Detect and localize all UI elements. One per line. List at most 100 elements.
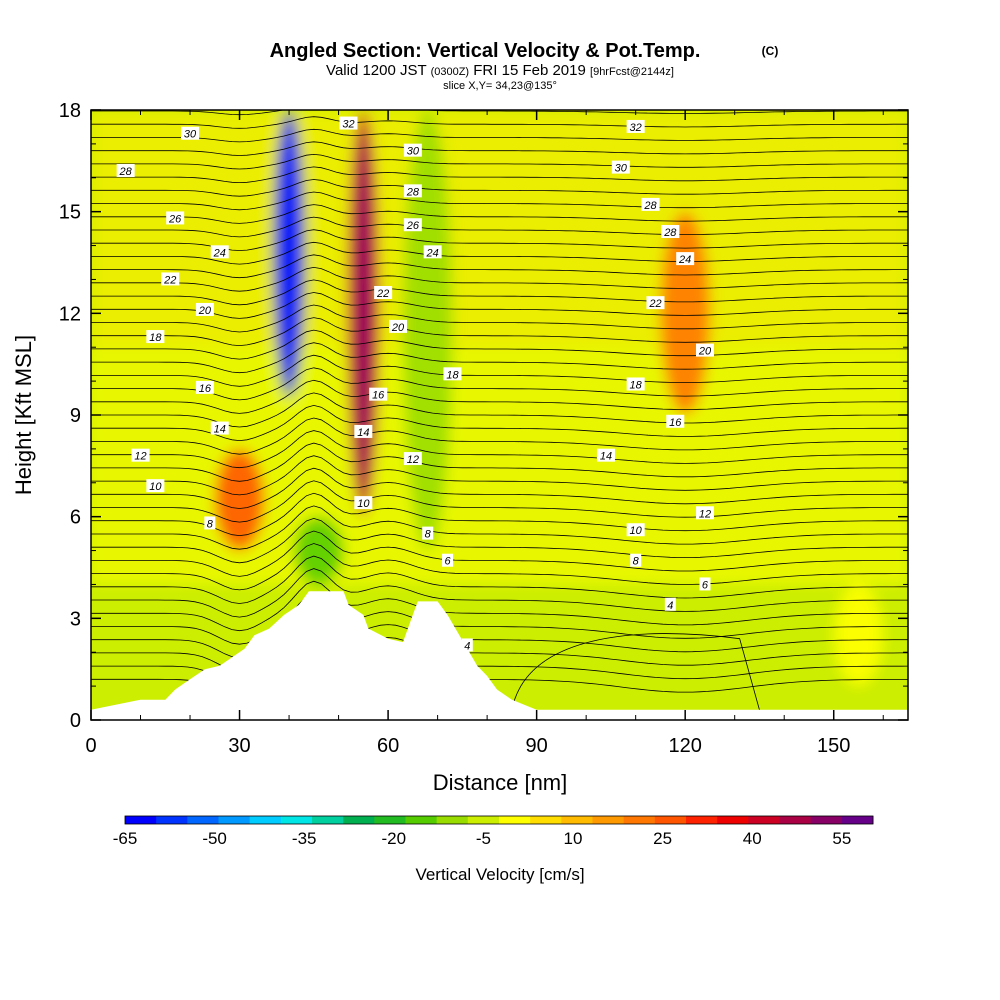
contour-label-text: 18 xyxy=(149,332,162,344)
colorbar-tick-label: -5 xyxy=(476,829,491,848)
y-tick-label: 18 xyxy=(59,100,81,122)
theta-contour-line xyxy=(91,367,908,401)
y-axis-label: Height [Kft MSL] xyxy=(11,335,36,495)
contour-label-bg xyxy=(641,197,660,211)
colorbar-swatch xyxy=(748,816,780,824)
contour-label-bg xyxy=(166,211,185,225)
colorbar-tick-label: -20 xyxy=(382,829,407,848)
chart-title-units: (C) xyxy=(762,44,779,58)
colorbar-swatch xyxy=(561,816,593,824)
theta-contour-label: 8 xyxy=(204,516,216,530)
theta-contour-line xyxy=(91,430,908,469)
y-tick-label: 15 xyxy=(59,202,81,224)
theta-contour-label: 4 xyxy=(664,597,676,612)
theta-contour-line xyxy=(91,153,908,170)
colorbar-label: Vertical Velocity [cm/s] xyxy=(415,865,584,884)
contour-label-bg xyxy=(116,164,135,177)
theta-contour-line xyxy=(91,568,908,618)
chart-title: Angled Section: Vertical Velocity & Pot.… xyxy=(270,40,701,62)
theta-contour-line xyxy=(91,593,908,645)
contour-label-text: 12 xyxy=(134,451,146,463)
contour-label-text: 10 xyxy=(357,498,370,510)
contour-label-text: 16 xyxy=(669,417,682,429)
colorbar-swatch xyxy=(374,816,406,824)
subtitle-utc: (0300Z) xyxy=(431,66,470,78)
contour-label-bg xyxy=(403,218,422,232)
contour-label-bg xyxy=(354,424,373,438)
contour-label-bg xyxy=(626,523,645,537)
updraft-5 xyxy=(660,211,710,415)
contour-label-text: 32 xyxy=(630,122,642,134)
colorbar-tick-label: -65 xyxy=(113,829,138,848)
contour-label-text: 14 xyxy=(357,427,369,439)
contour-label-bg xyxy=(210,421,229,435)
contour-label-text: 22 xyxy=(163,274,176,286)
contour-label-text: 14 xyxy=(214,424,226,436)
colorbar-swatch xyxy=(592,816,625,824)
theta-contour-label: 32 xyxy=(626,119,645,134)
x-tick-label: 0 xyxy=(85,735,96,757)
contour-label-text: 18 xyxy=(630,380,643,392)
theta-contour-line xyxy=(91,266,908,292)
theta-contour-label: 22 xyxy=(646,296,665,310)
colorbar-frame xyxy=(124,815,874,825)
subtitle-valid: Valid 1200 JST xyxy=(326,62,426,79)
contour-label-text: 22 xyxy=(648,298,661,310)
colorbar-swatch xyxy=(841,816,874,824)
contour-label-bg xyxy=(146,330,165,344)
theta-contour-label: 16 xyxy=(369,387,388,402)
theta-contour-label: 14 xyxy=(210,421,229,436)
theta-contour-line xyxy=(91,279,908,306)
theta-contour-label: 28 xyxy=(661,225,680,239)
theta-contour-label: 30 xyxy=(403,143,422,158)
colorbar-swatch xyxy=(779,816,812,824)
theta-contour-label: 14 xyxy=(354,424,373,439)
terrain-mask xyxy=(91,591,908,720)
contour-label-text: 20 xyxy=(698,346,712,358)
theta-contour-line xyxy=(91,605,908,659)
contour-label-bg xyxy=(630,553,642,567)
downdraft-core-0 xyxy=(281,123,297,385)
contour-label-text: 30 xyxy=(184,129,197,141)
theta-contour-label: 28 xyxy=(641,197,660,212)
colorbar-swatch xyxy=(156,816,188,824)
theta-contour-line xyxy=(91,166,908,184)
theta-contour-line xyxy=(91,379,908,414)
theta-contour-line xyxy=(91,580,908,632)
subtitle-slice: slice X,Y= 34,23@135° xyxy=(443,80,557,92)
colorbar-tick-label: 10 xyxy=(564,829,583,848)
subtitle-fcst: [9hrFcst@2144z] xyxy=(590,66,674,78)
theta-contour-label: 22 xyxy=(161,272,180,286)
theta-contour-label: 12 xyxy=(131,448,150,463)
theta-contour-label: 24 xyxy=(676,252,695,266)
theta-contour-label: 6 xyxy=(699,577,711,591)
contour-label-text: 24 xyxy=(426,247,439,259)
theta-contour-line xyxy=(91,555,908,604)
contour-label-bg xyxy=(461,638,473,652)
theta-contour-line xyxy=(91,317,908,347)
theta-contour-line xyxy=(91,455,908,496)
contour-label-text: 8 xyxy=(425,529,432,541)
theta-contour-label: 26 xyxy=(403,218,422,232)
theta-contour-line xyxy=(91,530,908,577)
theta-contour-line xyxy=(91,191,908,211)
theta-contour-line xyxy=(91,254,908,279)
theta-contour-label: 22 xyxy=(374,286,393,300)
contour-label-bg xyxy=(626,119,645,133)
contour-label-bg xyxy=(646,296,665,310)
colorbar-swatch xyxy=(187,816,219,824)
contour-label-bg xyxy=(195,380,214,394)
contour-label-bg xyxy=(146,479,165,493)
contour-label-text: 30 xyxy=(615,163,628,175)
contour-label-text: 6 xyxy=(702,579,709,591)
colorbar-swatch xyxy=(717,816,749,824)
colorbar-swatch xyxy=(218,816,251,824)
theta-contour-line xyxy=(91,304,908,333)
theta-contour-line xyxy=(91,417,908,455)
contour-label-bg xyxy=(664,597,676,611)
contour-label-text: 10 xyxy=(149,481,162,493)
contour-label-text: 20 xyxy=(391,322,405,334)
contour-label-bg xyxy=(181,126,200,140)
theta-contour-label: 10 xyxy=(146,479,165,493)
theta-contour-label: 20 xyxy=(695,343,714,358)
